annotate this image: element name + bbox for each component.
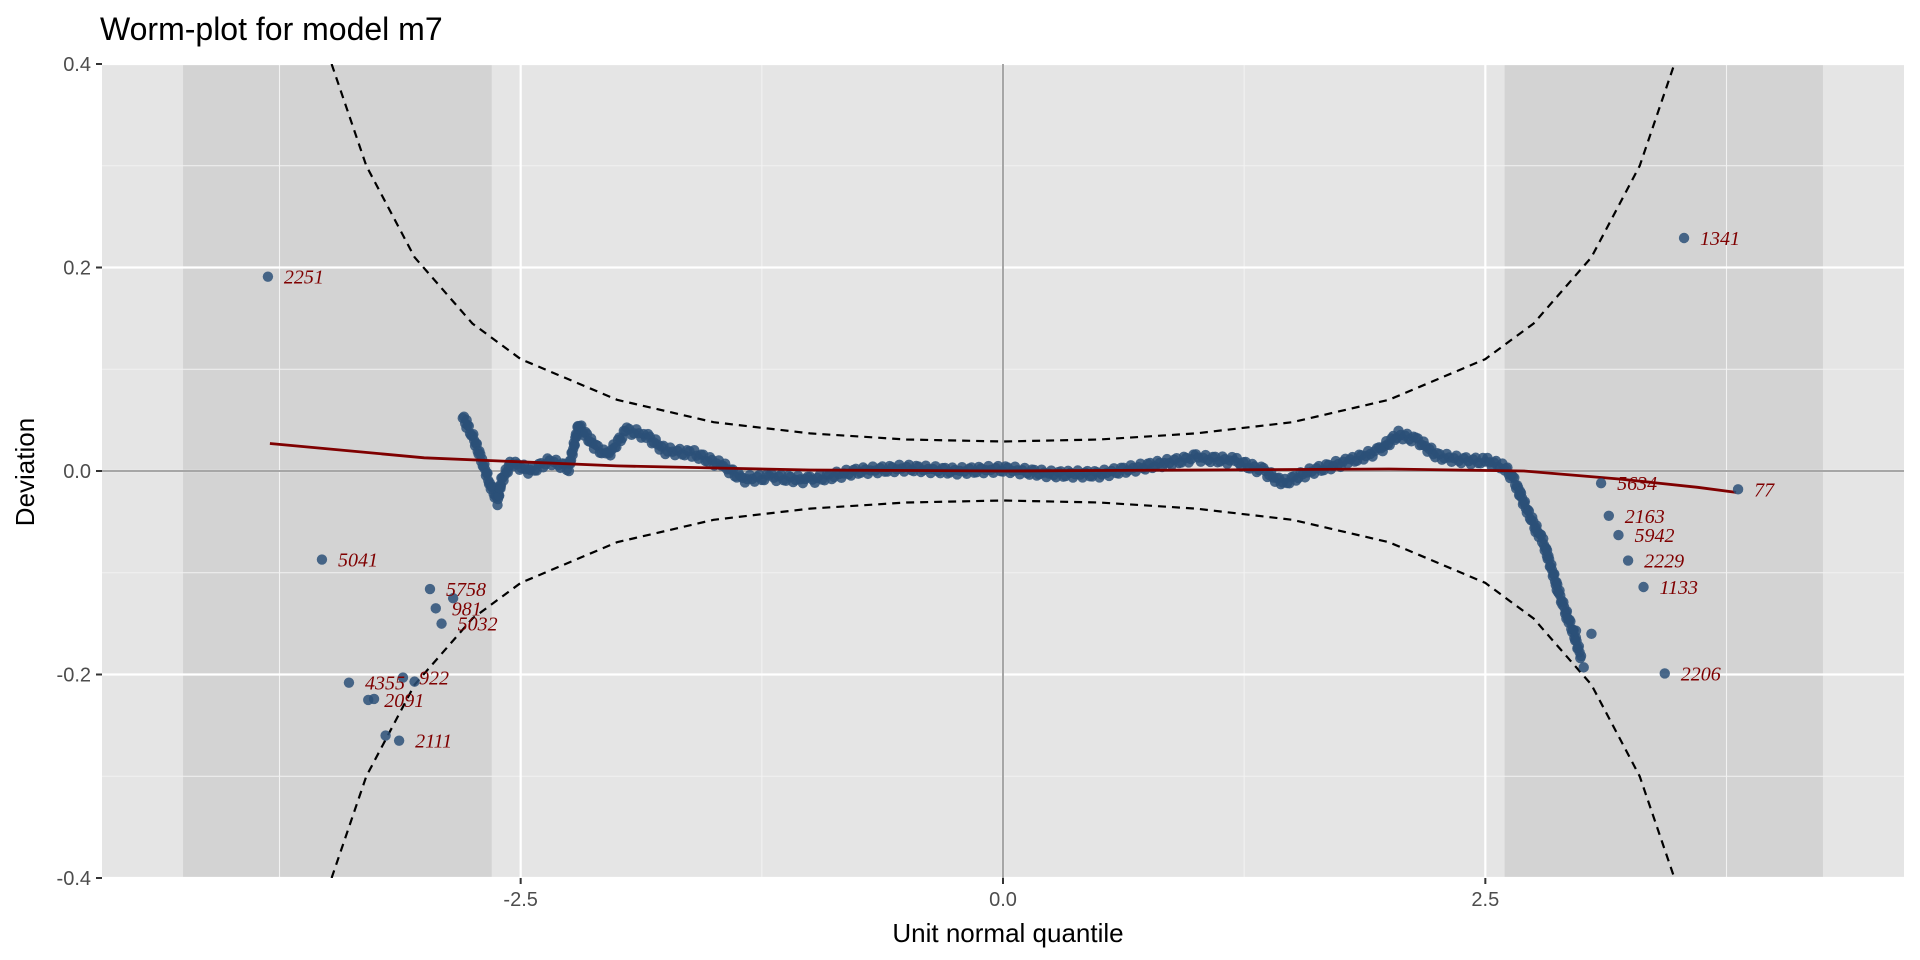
fitted-curve (269, 442, 1737, 494)
residual-point (1561, 613, 1572, 624)
outlier-label-5032: 5032 (458, 614, 498, 636)
outlier-label-2206: 2206 (1681, 663, 1721, 685)
outlier-point-2163 (1603, 510, 1615, 521)
outlier-point-5032 (436, 618, 447, 629)
residual-point (1578, 662, 1589, 673)
outlier-point-1133 (1638, 581, 1649, 593)
x-axis-title: Unit normal quantile (892, 918, 1123, 948)
outlier-point-5942 (1613, 529, 1624, 541)
y-tick-label: -0.2 (57, 665, 91, 687)
upper-confidence-envelope (330, 64, 1676, 443)
outlier-point-77 (1732, 484, 1744, 495)
outlier-label-5758: 5758 (446, 579, 486, 601)
residual-point (1551, 584, 1562, 596)
residual-point (1541, 545, 1553, 556)
residual-point (380, 730, 391, 741)
outlier-point-2206 (1659, 668, 1670, 679)
x-tick-label: 0.0 (989, 889, 1017, 911)
residual-point (409, 676, 420, 687)
outlier-point-5758 (424, 583, 436, 595)
outlier-point-5634 (1595, 478, 1607, 489)
outlier-label-1341: 1341 (1700, 228, 1740, 250)
outlier-label-4355: 4355 (365, 673, 405, 695)
x-tick-label: 2.5 (1471, 889, 1499, 911)
outlier-label-2091: 2091 (384, 690, 424, 712)
residual-point (1570, 625, 1582, 636)
outlier-label-5041: 5041 (338, 550, 378, 572)
y-tick-label: 0.0 (63, 461, 91, 483)
outlier-label-5634: 5634 (1617, 473, 1657, 495)
outlier-label-981: 981 (452, 598, 482, 620)
outlier-point-922 (397, 672, 409, 683)
outlier-label-5942: 5942 (1634, 525, 1674, 547)
outlier-point-2091 (363, 694, 374, 706)
residual-point (1514, 486, 1526, 497)
x-tick-label: -2.5 (503, 889, 537, 911)
outlier-point-981 (430, 603, 441, 614)
outlier-label-1133: 1133 (1660, 577, 1699, 599)
residual-point (447, 592, 459, 604)
residual-point (1530, 526, 1541, 538)
y-tick-label: 0.4 (63, 54, 91, 76)
residual-point (461, 414, 472, 426)
y-axis-title: Deviation (10, 418, 40, 526)
residual-point (1586, 628, 1597, 639)
outlier-point-2111 (393, 735, 405, 746)
outlier-point-2229 (1622, 555, 1634, 566)
y-tick-label: 0.2 (63, 258, 91, 280)
outlier-label-2111: 2111 (415, 731, 452, 753)
outlier-point-5041 (316, 554, 328, 565)
worm-point (1575, 650, 1587, 662)
outlier-label-922: 922 (419, 668, 449, 690)
outlier-label-2251: 2251 (284, 267, 324, 289)
worm-point (569, 439, 580, 451)
outlier-label-2163: 2163 (1625, 506, 1665, 528)
lower-confidence-envelope (330, 499, 1676, 878)
chart-title: Worm-plot for model m7 (100, 11, 443, 47)
outlier-label-2229: 2229 (1644, 551, 1684, 573)
outlier-point-1341 (1678, 232, 1690, 244)
axes: -2.5 0.0 2.5 -0.4 -0.2 0.0 0.2 0.4 (57, 54, 1500, 911)
outlier-point-2251 (262, 271, 274, 282)
outlier-label-77: 77 (1754, 479, 1775, 501)
outlier-point-4355 (343, 677, 355, 688)
y-tick-label: -0.4 (57, 868, 91, 890)
